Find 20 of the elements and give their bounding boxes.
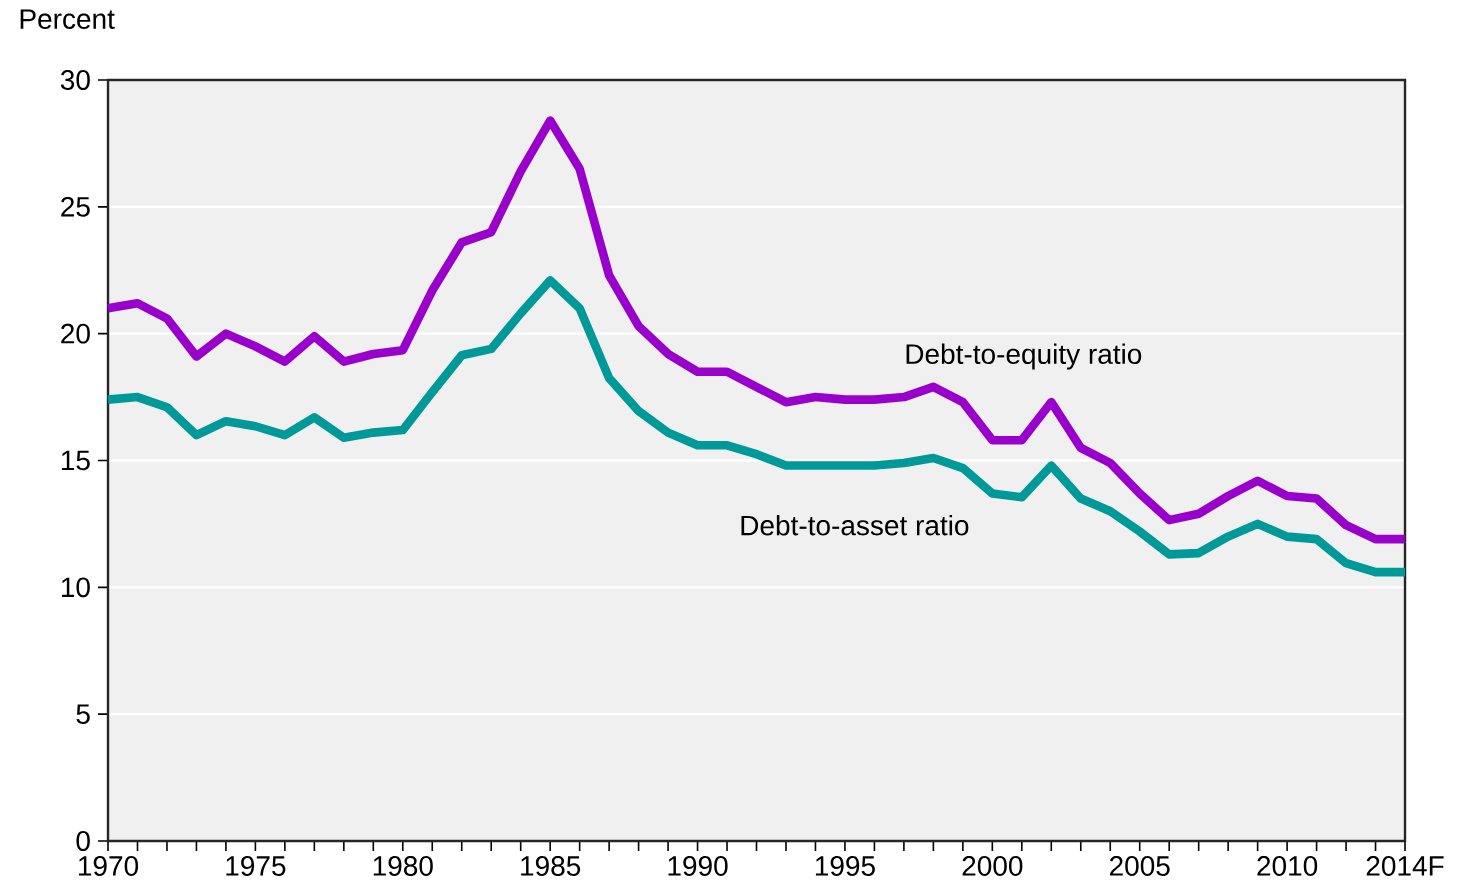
x-tick-label: 1990 bbox=[668, 856, 728, 876]
x-tick-label: 1970 bbox=[79, 856, 139, 876]
series-label: Debt-to-asset ratio bbox=[741, 514, 969, 536]
x-tick-label: 1995 bbox=[815, 856, 875, 876]
x-tick-label: 2014F bbox=[1366, 856, 1444, 876]
y-axis-title: Percent bbox=[20, 9, 115, 29]
y-tick-label: 20 bbox=[61, 323, 90, 344]
x-tick-label: 1985 bbox=[521, 856, 581, 876]
x-tick-label: 1975 bbox=[226, 856, 286, 876]
series-label: Debt-to-equity ratio bbox=[906, 343, 1142, 370]
y-tick-label: 25 bbox=[61, 196, 90, 217]
x-tick-label: 2000 bbox=[962, 856, 1023, 876]
y-tick-label: 10 bbox=[61, 577, 90, 598]
y-tick-label: 15 bbox=[61, 450, 90, 471]
x-tick-label: 2005 bbox=[1109, 856, 1170, 876]
y-tick-label: 30 bbox=[60, 70, 90, 90]
x-tick-label: 2010 bbox=[1257, 856, 1318, 876]
x-tick-label: 1980 bbox=[373, 856, 433, 876]
y-tick-label: 5 bbox=[76, 704, 90, 724]
y-tick-label: 0 bbox=[76, 831, 90, 851]
